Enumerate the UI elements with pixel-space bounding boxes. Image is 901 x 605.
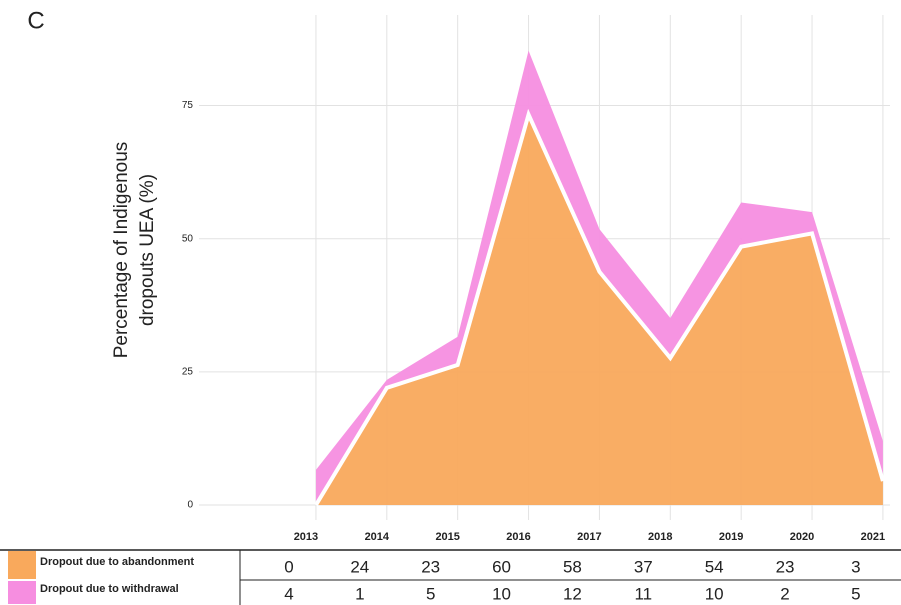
table-value: 0 bbox=[284, 557, 293, 576]
table-value: 3 bbox=[851, 557, 860, 576]
table-value: 58 bbox=[563, 557, 582, 576]
table-value: 10 bbox=[705, 584, 724, 603]
legend-label: Dropout due to withdrawal bbox=[40, 583, 179, 595]
table-value: 11 bbox=[634, 584, 652, 603]
x-tick-label: 2020 bbox=[790, 531, 814, 543]
table-value: 54 bbox=[705, 557, 724, 576]
table-value: 37 bbox=[634, 557, 653, 576]
y-axis-title-line: dropouts UEA (%) bbox=[137, 174, 158, 326]
table-value: 2 bbox=[780, 584, 789, 603]
x-tick-label: 2017 bbox=[577, 531, 601, 543]
table-value: 5 bbox=[851, 584, 860, 603]
y-tick-label: 50 bbox=[182, 233, 194, 244]
table-value: 5 bbox=[426, 584, 435, 603]
area bbox=[315, 114, 883, 505]
legend-swatch bbox=[8, 551, 36, 579]
table-value: 12 bbox=[563, 584, 582, 603]
table-value: 4 bbox=[284, 584, 293, 603]
x-tick-label: 2021 bbox=[861, 531, 885, 543]
table-value: 24 bbox=[350, 557, 369, 576]
panel-label: C bbox=[27, 7, 44, 34]
y-axis-title: Percentage of Indigenous dropouts UEA (%… bbox=[111, 142, 158, 359]
y-axis-title-line: Percentage of Indigenous bbox=[111, 142, 132, 359]
x-tick-label: 2016 bbox=[506, 531, 530, 543]
y-tick-label: 25 bbox=[182, 366, 194, 377]
x-tick-label: 2013 bbox=[294, 531, 318, 543]
y-tick-label: 75 bbox=[182, 100, 194, 111]
x-tick-label: 2019 bbox=[719, 531, 743, 543]
legend-label: Dropout due to abandonment bbox=[40, 556, 194, 568]
y-tick-label: 0 bbox=[187, 500, 193, 511]
x-tick-label: 2018 bbox=[648, 531, 672, 543]
table-value: 60 bbox=[492, 557, 511, 576]
table-value: 1 bbox=[355, 584, 364, 603]
legend-swatch bbox=[8, 581, 36, 604]
table-value: 23 bbox=[776, 557, 795, 576]
table-value: 10 bbox=[492, 584, 511, 603]
table-value: 23 bbox=[421, 557, 440, 576]
area-separator bbox=[314, 108, 885, 507]
x-tick-label: 2014 bbox=[365, 531, 390, 543]
x-tick-label: 2015 bbox=[435, 531, 459, 543]
